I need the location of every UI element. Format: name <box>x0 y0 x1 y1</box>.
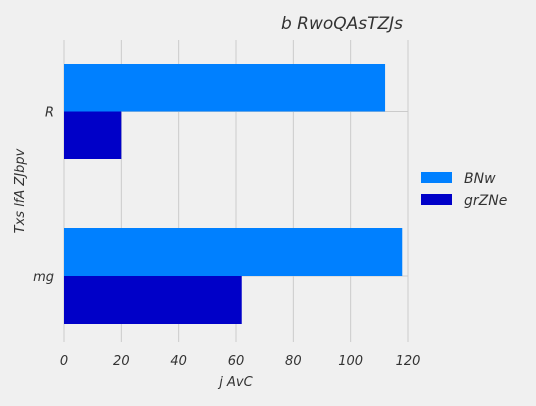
legend: BNw grZNe <box>421 171 507 209</box>
legend-swatch <box>421 194 452 205</box>
bar <box>64 276 242 324</box>
bar <box>64 228 403 276</box>
tick-labels: 0 20 40 60 80 100 120 Rmg <box>33 106 420 370</box>
x-tick-label: 40 <box>170 354 187 369</box>
bar <box>64 111 122 159</box>
bars <box>64 64 403 324</box>
y-tick-label: R <box>45 106 54 121</box>
legend-label: BNw <box>464 171 496 187</box>
legend-swatch <box>421 172 452 183</box>
x-tick-label: 20 <box>113 354 130 369</box>
y-tick-label: mg <box>33 270 54 285</box>
bar <box>64 64 386 112</box>
chart-title: b RwoQAsTZJs <box>281 14 403 34</box>
y-axis-label: Txs lfA ZJbpv <box>13 148 28 233</box>
x-tick-label: 0 <box>60 354 68 369</box>
x-axis-label: j AvC <box>217 375 253 390</box>
x-tick-label: 60 <box>228 354 245 369</box>
x-tick-label: 120 <box>396 354 421 369</box>
x-tick-label: 80 <box>285 354 302 369</box>
x-tick-label: 100 <box>338 354 363 369</box>
legend-label: grZNe <box>464 193 507 209</box>
